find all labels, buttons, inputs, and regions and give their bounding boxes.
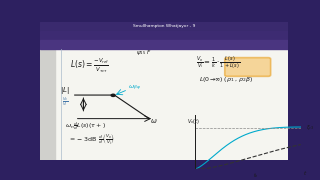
Text: $t$: $t$ <box>303 169 307 177</box>
Text: $\psi_{15}$ F: $\psi_{15}$ F <box>136 48 152 57</box>
Bar <box>40 31 288 41</box>
Text: $L(0\!\to\!\infty) \;(\rho_1\,,\,\rho_2\beta)$: $L(0\!\to\!\infty) \;(\rho_1\,,\,\rho_2\… <box>199 75 253 84</box>
Text: $L(s) = \frac{-V_{ref}}{V_{\tau c \tau}}$: $L(s) = \frac{-V_{ref}}{V_{\tau c \tau}}… <box>70 57 109 75</box>
Bar <box>55 49 288 160</box>
Bar <box>40 22 288 31</box>
Text: $\omega_{\beta\varphi}$: $\omega_{\beta\varphi}$ <box>128 84 141 93</box>
Text: $|L|$: $|L|$ <box>60 85 70 96</box>
Bar <box>40 40 288 49</box>
Text: $\frac{V_o}{V_i} = \frac{1}{k} \cdot \frac{L(s)}{1+L(s)}$: $\frac{V_o}{V_i} = \frac{1}{k} \cdot \fr… <box>196 55 241 71</box>
Bar <box>40 49 55 160</box>
Text: $= -3\mathrm{dB} \;\; \frac{d}{d} \left(\frac{V_o}{V_i}\right)$: $= -3\mathrm{dB} \;\; \frac{d}{d} \left(… <box>68 132 116 146</box>
Text: $\omega_n \frac{d}{d} L(s)(\tau+)$: $\omega_n \frac{d}{d} L(s)(\tau+)$ <box>65 120 107 132</box>
Text: $\omega$: $\omega$ <box>150 117 158 125</box>
Text: $\frac{V_o}{V_i}$: $\frac{V_o}{V_i}$ <box>62 95 68 109</box>
Text: $t_n$: $t_n$ <box>253 171 259 180</box>
Text: $V_o(t)$: $V_o(t)$ <box>187 117 200 126</box>
Text: $\xi_{c3}$: $\xi_{c3}$ <box>306 123 315 132</box>
Circle shape <box>111 94 115 96</box>
FancyBboxPatch shape <box>225 58 271 76</box>
Text: Smullhampton Whatjayor - 9: Smullhampton Whatjayor - 9 <box>133 24 195 28</box>
